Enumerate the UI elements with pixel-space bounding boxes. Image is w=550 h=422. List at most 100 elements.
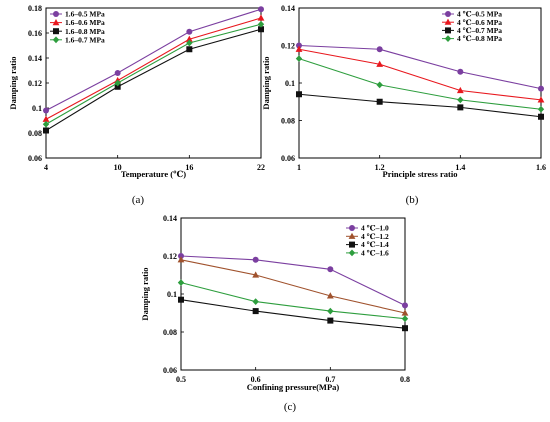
y-tick-label: 0.1 xyxy=(285,79,295,88)
data-point xyxy=(257,14,265,21)
data-point xyxy=(538,85,544,92)
series-line xyxy=(298,48,542,101)
y-tick-label: 0.14 xyxy=(163,214,177,223)
y-axis-title: Damping ratio xyxy=(261,56,271,109)
data-point xyxy=(327,307,334,315)
data-point xyxy=(43,107,49,114)
data-point xyxy=(252,256,259,263)
y-tick-label: 0.12 xyxy=(163,252,177,261)
data-point xyxy=(186,46,193,53)
series-0 xyxy=(178,253,408,309)
legend-entry: 1.6–0.5 MPa xyxy=(65,10,105,19)
series-0 xyxy=(296,42,544,92)
data-point xyxy=(296,42,302,49)
panel-a: 0.06 0.08 0.1 0.12 0.14 0.16 0.18 4 10 16 22 Temper… xyxy=(8,4,265,206)
y-tick-label: 0.06 xyxy=(281,154,295,163)
data-point xyxy=(43,127,49,134)
panel-b: 0.06 0.08 0.1 0.12 0.14 1 1.2 1.4 1.6 Principle s… xyxy=(261,4,546,206)
legend-marker xyxy=(52,36,60,44)
panel-c: 0.06 0.08 0.1 0.12 0.14 0.5 0.6 0.7 0.8 Confining… xyxy=(140,214,410,413)
data-point xyxy=(401,309,409,316)
legend-entry: 1.6–0.6 MPa xyxy=(65,18,105,27)
data-point xyxy=(114,79,121,87)
data-point xyxy=(257,20,265,28)
series-line xyxy=(180,299,406,329)
data-point xyxy=(258,6,264,13)
data-point xyxy=(326,292,334,299)
y-tick-label: 0.16 xyxy=(28,29,42,38)
series-1 xyxy=(295,45,545,103)
legend-marker xyxy=(52,19,60,26)
series-line xyxy=(45,17,262,120)
x-tick-label: 0.6 xyxy=(251,375,261,384)
legend-entry: 4 ℃–1.0 xyxy=(361,224,389,233)
x-tick-label: 1.2 xyxy=(375,163,385,172)
series-line xyxy=(45,28,262,131)
legend: 4 ℃–1.04 ℃–1.24 ℃–1.44 ℃–1.6 xyxy=(346,224,389,258)
series-line xyxy=(180,282,406,320)
x-tick-label: 0.5 xyxy=(176,375,186,384)
x-tick-label: 1 xyxy=(297,163,301,172)
x-tick-label: 16 xyxy=(185,163,193,172)
x-tick-label: 4 xyxy=(44,163,48,172)
legend-marker xyxy=(444,35,452,42)
y-tick-label: 0.14 xyxy=(28,54,42,63)
legend-entry: 1.6–0.8 MPa xyxy=(65,27,105,36)
x-axis-title: Temperature (℃) xyxy=(121,169,186,179)
data-point xyxy=(327,266,334,273)
data-point xyxy=(177,256,185,263)
x-tick-label: 1.6 xyxy=(536,163,546,172)
series-3 xyxy=(42,20,265,128)
x-axis-title: Principle stress ratio xyxy=(383,169,458,179)
data-point xyxy=(186,39,193,47)
data-point xyxy=(252,271,260,278)
series-1 xyxy=(177,256,409,316)
series-2 xyxy=(296,91,544,120)
data-point xyxy=(114,70,121,76)
data-point xyxy=(457,68,464,75)
x-axis-title: Confining pressure(MPa) xyxy=(247,382,340,392)
x-tick-label: 0.8 xyxy=(400,375,410,384)
y-tick-label: 0.08 xyxy=(28,129,42,138)
data-point xyxy=(295,55,303,63)
data-point xyxy=(376,81,383,89)
data-point xyxy=(402,302,408,309)
legend-entry: 4 ℃–0.5 MPa xyxy=(457,10,502,19)
series-0 xyxy=(43,6,264,114)
legend-marker xyxy=(53,11,59,17)
data-point xyxy=(252,298,259,305)
series-2 xyxy=(43,26,264,134)
x-tick-label: 1.4 xyxy=(455,163,465,172)
data-point xyxy=(186,28,193,35)
series-line xyxy=(298,44,542,90)
legend-entry: 4 ℃–0.8 MPa xyxy=(457,34,502,43)
x-tick-label: 22 xyxy=(257,163,265,172)
data-point xyxy=(295,45,303,52)
series-line xyxy=(180,255,406,306)
data-point xyxy=(178,253,184,259)
data-point xyxy=(457,104,464,111)
x-tick-label: 0.7 xyxy=(325,375,335,384)
legend-entry: 4 ℃–0.7 MPa xyxy=(457,26,502,35)
data-point xyxy=(538,113,544,120)
series-2 xyxy=(178,296,408,332)
legend-entry: 4 ℃–1.2 xyxy=(361,232,389,241)
y-axis-title: Damping ratio xyxy=(8,56,18,109)
y-tick-label: 0.1 xyxy=(167,290,177,299)
series-3 xyxy=(295,55,545,113)
data-point xyxy=(177,279,185,286)
data-point xyxy=(327,317,334,324)
legend-entry: 4 ℃–1.6 xyxy=(361,249,389,258)
y-tick-label: 0.14 xyxy=(281,4,295,13)
series-line xyxy=(45,8,262,111)
y-tick-label: 0.08 xyxy=(281,117,295,126)
panel-label: (a) xyxy=(132,194,145,206)
y-tick-label: 0.06 xyxy=(163,366,177,375)
data-point xyxy=(456,86,464,94)
series-line xyxy=(180,259,406,314)
y-tick-label: 0.12 xyxy=(28,79,42,88)
data-point xyxy=(42,120,50,128)
panel-label: (b) xyxy=(406,194,419,206)
